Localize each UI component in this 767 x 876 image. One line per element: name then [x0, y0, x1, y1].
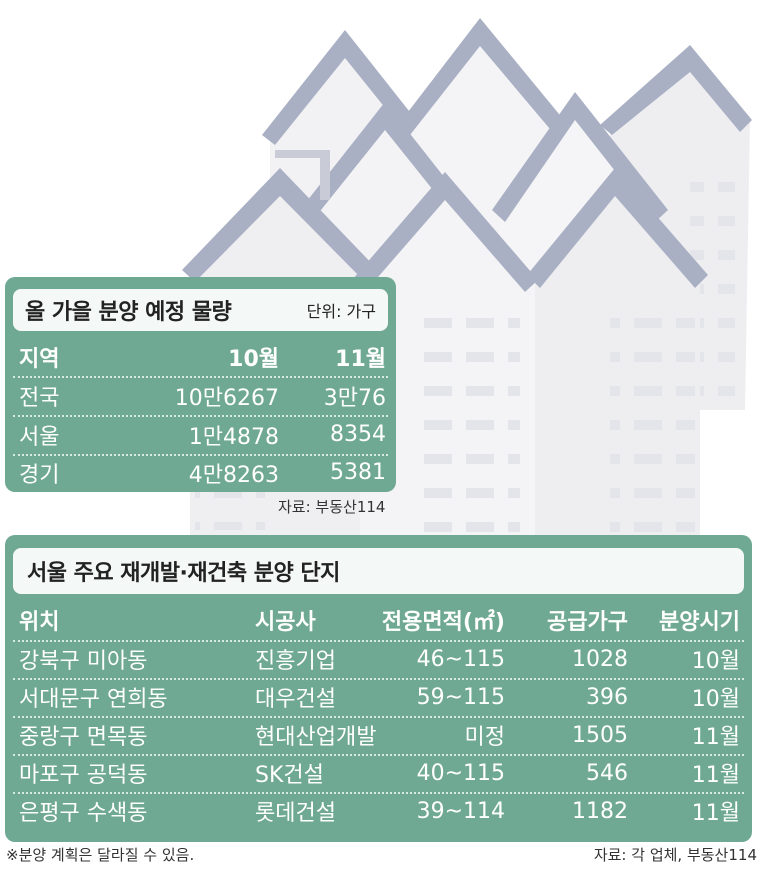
row-divider: [13, 454, 388, 456]
cell-area: 59~115: [416, 684, 505, 710]
header-builder: 시공사: [255, 610, 316, 635]
table-title-bar: 올 가을 분양 예정 물량 단위: 가구: [13, 289, 388, 331]
cell-nov: 5381: [330, 460, 386, 485]
cell-location: 강북구 미아동: [19, 649, 148, 674]
footnote: ※분양 계획은 달라질 수 있음.: [6, 846, 195, 864]
cell-region: 경기: [19, 462, 60, 488]
source-label: 자료: 부동산114: [278, 498, 386, 516]
cell-builder: SK건설: [255, 763, 324, 788]
cell-nov: 3만76: [323, 385, 386, 411]
cell-builder: 진흥기업: [255, 649, 336, 674]
cell-builder: 롯데건설: [255, 801, 336, 826]
cell-area: 미정: [464, 725, 505, 750]
table-title-bar: 서울 주요 재개발·재건축 분양 단지: [13, 548, 744, 594]
cell-units: 1505: [572, 722, 628, 748]
row-divider: [13, 678, 744, 680]
cell-units: 546: [586, 760, 628, 786]
cell-location: 중랑구 면목동: [19, 725, 148, 750]
cell-oct: 10만6267: [174, 385, 279, 411]
table-row: 전국 10만6267 3만76: [5, 377, 396, 414]
header-nov: 11월: [335, 347, 386, 372]
header-area: 전용면적(㎡): [381, 610, 505, 635]
building-front-3: [527, 168, 708, 540]
cell-units: 396: [586, 684, 628, 710]
table-row: 마포구 공덕동 SK건설 40~115 546 11월: [5, 754, 752, 792]
cell-units: 1182: [572, 798, 628, 824]
header-location: 위치: [19, 610, 60, 635]
cell-oct: 4만8263: [188, 462, 279, 488]
table-header: 지역 10월 11월: [5, 339, 396, 375]
table-row: 서울 1만4878 8354: [5, 416, 396, 453]
unit-label: 단위: 가구: [306, 302, 376, 321]
row-divider: [13, 640, 744, 642]
table-title: 서울 주요 재개발·재건축 분양 단지: [27, 561, 340, 586]
source-label: 자료: 각 업체, 부동산114: [593, 846, 757, 864]
cell-location: 은평구 수색동: [19, 801, 148, 826]
table-row: 은평구 수색동 롯데건설 39~114 1182 11월: [5, 792, 752, 830]
cell-area: 39~114: [416, 798, 505, 824]
cell-builder: 대우건설: [255, 687, 336, 712]
table-row: 중랑구 면목동 현대산업개발 미정 1505 11월: [5, 716, 752, 754]
header-period: 분양시기: [659, 610, 740, 635]
row-divider: [13, 754, 744, 756]
cell-region: 서울: [19, 424, 60, 450]
row-divider: [13, 376, 388, 378]
header-units: 공급가구: [547, 610, 628, 635]
table-row: 서대문구 연희동 대우건설 59~115 396 10월: [5, 678, 752, 716]
row-divider: [13, 792, 744, 794]
seoul-redevelopment-table: 서울 주요 재개발·재건축 분양 단지 위치 시공사 전용면적(㎡) 공급가구 …: [5, 535, 752, 842]
cell-period: 11월: [691, 725, 740, 750]
header-region: 지역: [19, 347, 60, 372]
cell-location: 서대문구 연희동: [19, 687, 168, 712]
cell-period: 10월: [691, 649, 740, 674]
cell-region: 전국: [19, 385, 60, 411]
autumn-supply-table: 올 가을 분양 예정 물량 단위: 가구 지역 10월 11월 전국 10만62…: [5, 277, 396, 492]
table-row: 경기 4만8263 5381: [5, 454, 396, 491]
row-divider: [13, 716, 744, 718]
table-header: 위치 시공사 전용면적(㎡) 공급가구 분양시기: [5, 601, 752, 639]
header-oct: 10월: [228, 347, 279, 372]
cell-period: 10월: [691, 687, 740, 712]
cell-location: 마포구 공덕동: [19, 763, 148, 788]
cell-period: 11월: [691, 763, 740, 788]
cell-area: 40~115: [416, 760, 505, 786]
cell-nov: 8354: [330, 422, 386, 447]
building-front-2: [352, 172, 538, 540]
cell-units: 1028: [572, 646, 628, 672]
cell-area: 46~115: [416, 646, 505, 672]
cell-period: 11월: [691, 801, 740, 826]
cell-builder: 현대산업개발: [255, 725, 377, 750]
table-title: 올 가을 분양 예정 물량: [25, 300, 232, 325]
table-row: 강북구 미아동 진흥기업 46~115 1028 10월: [5, 640, 752, 678]
cell-oct: 1만4878: [188, 424, 279, 450]
row-divider: [13, 415, 388, 417]
